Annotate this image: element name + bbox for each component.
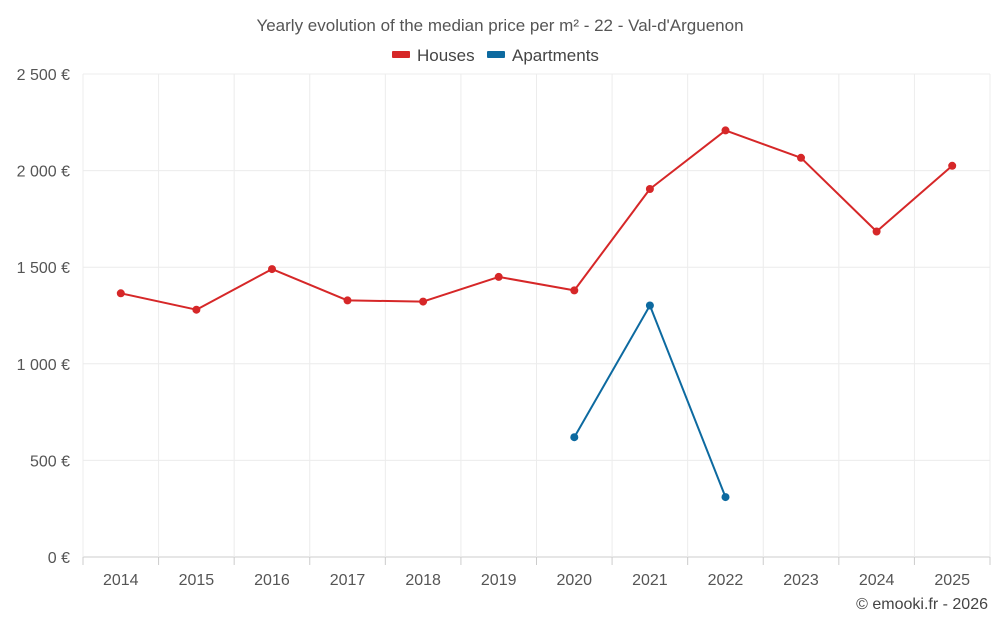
- data-point-houses-2015[interactable]: [192, 305, 201, 314]
- data-point-apartments-2020[interactable]: [570, 433, 579, 442]
- data-point-apartments-2021[interactable]: [645, 301, 654, 310]
- x-tick-label: 2025: [934, 572, 970, 589]
- data-point-houses-2023[interactable]: [797, 153, 805, 162]
- credit-text: © emooki.fr - 2026: [856, 596, 988, 613]
- x-tick-label: 2020: [556, 572, 592, 589]
- x-tick-label: 2021: [632, 572, 668, 589]
- data-point-houses-2021[interactable]: [645, 185, 654, 193]
- series-line-apartments: [573, 304, 727, 498]
- data-point-houses-2018[interactable]: [419, 297, 428, 306]
- data-point-houses-2019[interactable]: [494, 272, 503, 281]
- data-point-houses-2016[interactable]: [268, 265, 276, 274]
- series-apartments: [570, 301, 730, 502]
- x-tick-label: 2024: [859, 572, 895, 589]
- x-tick-label: 2019: [481, 572, 517, 589]
- data-point-houses-2022[interactable]: [721, 126, 730, 135]
- x-tick-label: 2023: [783, 572, 819, 589]
- data-point-houses-2024[interactable]: [872, 227, 881, 236]
- series-line-houses: [120, 129, 953, 311]
- legend-item-apartments[interactable]: Apartments: [487, 46, 599, 65]
- data-point-houses-2017[interactable]: [343, 296, 352, 305]
- data-point-houses-2025[interactable]: [948, 161, 957, 170]
- series: [116, 126, 957, 502]
- y-tick-label: 2 500 €: [17, 67, 70, 84]
- legend-swatch-houses: [392, 51, 410, 58]
- x-tick-label: 2016: [254, 572, 290, 589]
- y-tick-label: 0 €: [48, 550, 70, 567]
- x-tick-label: 2017: [330, 572, 366, 589]
- legend-item-houses[interactable]: Houses: [392, 46, 475, 65]
- legend: Houses Apartments: [392, 46, 599, 65]
- y-tick-label: 500 €: [30, 453, 70, 470]
- grid: [82, 73, 991, 558]
- y-tick-label: 1 000 €: [17, 357, 70, 374]
- x-axis-ticks: 2014 2015 2016 2017 2018 2019 2020 2021 2022 2023…: [82, 557, 991, 589]
- x-tick-label: 2014: [103, 572, 139, 589]
- data-point-houses-2014[interactable]: [116, 289, 125, 298]
- series-houses: [116, 126, 957, 314]
- x-tick-label: 2018: [405, 572, 441, 589]
- y-tick-label: 2 000 €: [17, 164, 70, 181]
- chart-title: Yearly evolution of the median price per…: [256, 16, 743, 35]
- y-tick-label: 1 500 €: [17, 260, 70, 277]
- x-tick-label: 2022: [708, 572, 744, 589]
- legend-label-apartments: Apartments: [512, 46, 599, 65]
- x-tick-label: 2015: [179, 572, 215, 589]
- data-point-houses-2020[interactable]: [570, 286, 579, 295]
- legend-label-houses: Houses: [417, 46, 475, 65]
- data-point-apartments-2022[interactable]: [721, 493, 730, 502]
- y-axis-ticks: 0 € 500 € 1 000 € 1 500 € 2 000 € 2 500 €: [17, 67, 70, 567]
- legend-swatch-apartments: [487, 51, 505, 58]
